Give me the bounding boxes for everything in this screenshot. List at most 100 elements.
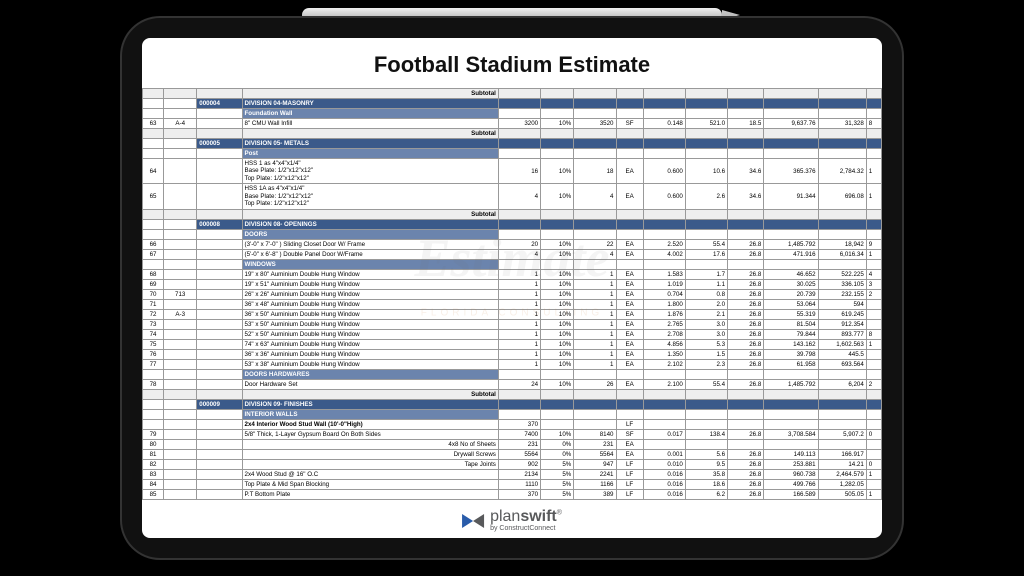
- cell: [866, 389, 881, 399]
- cell: EA: [616, 184, 643, 209]
- cell: [197, 449, 242, 459]
- cell: EA: [616, 249, 643, 259]
- cell: [818, 109, 866, 119]
- cell: [164, 239, 197, 249]
- cell: 26.8: [728, 479, 764, 489]
- cell: 499.766: [764, 479, 818, 489]
- cell: [197, 129, 242, 139]
- cell: [685, 409, 727, 419]
- cell: [164, 219, 197, 229]
- cell: [616, 109, 643, 119]
- cell: 74: [143, 329, 164, 339]
- cell: [866, 399, 881, 409]
- cell: [764, 149, 818, 159]
- cell: [866, 369, 881, 379]
- cell: 10%: [541, 249, 574, 259]
- cell: 2.102: [643, 359, 685, 369]
- cell: [498, 139, 540, 149]
- table-row: DOORS HARDWARES: [143, 369, 882, 379]
- cell: [643, 389, 685, 399]
- cell: DIVISION 09- FINISHES: [242, 399, 498, 409]
- cell: DOORS HARDWARES: [242, 369, 498, 379]
- cell: 26.8: [728, 309, 764, 319]
- cell: [541, 99, 574, 109]
- cell: 893.777: [818, 329, 866, 339]
- cell: [143, 209, 164, 219]
- cell: [643, 419, 685, 429]
- cell: [866, 219, 881, 229]
- cell: [866, 99, 881, 109]
- cell: [764, 219, 818, 229]
- cell: 0.148: [643, 119, 685, 129]
- cell: [164, 149, 197, 159]
- table-row: 82Tape Joints9025%947LF0.0109.526.8253.8…: [143, 459, 882, 469]
- planswift-logo: planswift® by ConstructConnect: [454, 507, 570, 534]
- cell: [197, 369, 242, 379]
- cell: 2241: [574, 469, 616, 479]
- cell: 1: [498, 359, 540, 369]
- cell: [574, 129, 616, 139]
- cell: [197, 429, 242, 439]
- table-row: WINDOWS: [143, 259, 882, 269]
- cell: 253.881: [764, 459, 818, 469]
- cell: [197, 229, 242, 239]
- cell: [574, 209, 616, 219]
- cell: 20: [498, 239, 540, 249]
- cell: 10%: [541, 349, 574, 359]
- cell: [143, 109, 164, 119]
- cell: 2.0: [685, 299, 727, 309]
- cell: 2.3: [685, 359, 727, 369]
- cell: [164, 229, 197, 239]
- cell: [197, 259, 242, 269]
- cell: 26.8: [728, 279, 764, 289]
- cell: [866, 409, 881, 419]
- cell: [685, 439, 727, 449]
- table-row: 84Top Plate & Mid Span Blocking11105%116…: [143, 479, 882, 489]
- cell: 5564: [574, 449, 616, 459]
- cell: 10%: [541, 239, 574, 249]
- logo-sub: by ConstructConnect: [490, 525, 562, 532]
- cell: [164, 259, 197, 269]
- cell: [728, 259, 764, 269]
- cell: 74" x 63" Auminium Double Hung Window: [242, 339, 498, 349]
- cell: 0%: [541, 439, 574, 449]
- cell: 77: [143, 359, 164, 369]
- cell: DOORS: [242, 229, 498, 239]
- cell: 10%: [541, 359, 574, 369]
- cell: 5%: [541, 469, 574, 479]
- table-row: Subtotal: [143, 89, 882, 99]
- cell: [764, 209, 818, 219]
- cell: 55.319: [764, 309, 818, 319]
- cell: [164, 109, 197, 119]
- cell: 4.856: [643, 339, 685, 349]
- cell: SF: [616, 119, 643, 129]
- cell: [541, 139, 574, 149]
- cell: 1: [498, 289, 540, 299]
- cell: [643, 229, 685, 239]
- cell: 8: [866, 329, 881, 339]
- cell: 0.704: [643, 289, 685, 299]
- cell: 000004: [197, 99, 242, 109]
- cell: [685, 229, 727, 239]
- cell: [197, 479, 242, 489]
- cell: 000009: [197, 399, 242, 409]
- cell: 0.016: [643, 489, 685, 499]
- cell: 0.017: [643, 429, 685, 439]
- cell: 000005: [197, 139, 242, 149]
- cell: 1: [574, 329, 616, 339]
- cell: [498, 219, 540, 229]
- table-row: Subtotal: [143, 209, 882, 219]
- cell: [498, 149, 540, 159]
- cell: [643, 399, 685, 409]
- cell: [164, 159, 197, 184]
- cell: [866, 149, 881, 159]
- cell: 370: [498, 419, 540, 429]
- cell: 0.600: [643, 159, 685, 184]
- cell: 521.0: [685, 119, 727, 129]
- cell: [197, 209, 242, 219]
- cell: [685, 109, 727, 119]
- cell: 26.8: [728, 429, 764, 439]
- cell: [866, 309, 881, 319]
- cell: [574, 139, 616, 149]
- cell: 960.738: [764, 469, 818, 479]
